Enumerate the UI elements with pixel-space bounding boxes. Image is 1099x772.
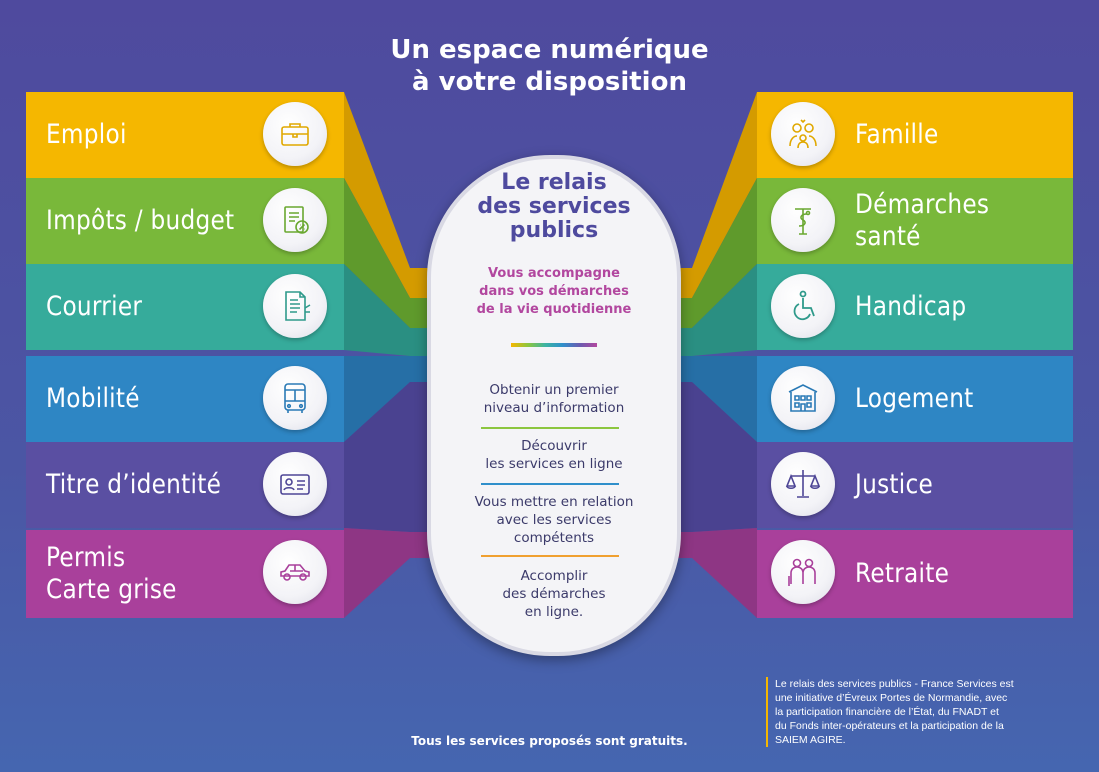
category-emploi: Emploi <box>26 92 344 178</box>
family-icon <box>771 102 835 166</box>
category-label: Démarches santé <box>855 189 990 252</box>
rainbow-divider <box>511 343 597 347</box>
category-label: Famille <box>855 119 939 150</box>
category-label: Impôts / budget <box>46 205 235 236</box>
category-mobilite: Mobilité <box>26 356 344 442</box>
service-item: Accomplir des démarches en ligne. <box>502 568 606 620</box>
category-label: Mobilité <box>46 383 140 414</box>
scales-icon <box>771 452 835 516</box>
credits-text: Le relais des services publics - France … <box>766 677 1095 747</box>
free-services-note: Tous les services proposés sont gratuits… <box>411 734 688 748</box>
wheelchair-icon <box>771 274 835 338</box>
car-icon <box>263 540 327 604</box>
category-justice: Justice <box>757 442 1073 528</box>
letter-icon <box>263 274 327 338</box>
category-handicap: Handicap <box>757 264 1073 350</box>
service-item: Vous mettre en relation avec les service… <box>474 494 634 546</box>
tax-document-icon <box>263 188 327 252</box>
category-label: Retraite <box>855 558 950 589</box>
category-label: Handicap <box>855 291 967 322</box>
elderly-couple-icon <box>771 540 835 604</box>
bus-icon <box>263 366 327 430</box>
category-label: Logement <box>855 383 974 414</box>
service-item: Obtenir un premier niveau d’information <box>483 382 625 416</box>
category-impots-budget: Impôts / budget <box>26 178 344 264</box>
category-logement: Logement <box>757 356 1073 442</box>
category-label: Justice <box>855 469 934 500</box>
building-icon <box>771 366 835 430</box>
item-divider <box>481 483 619 485</box>
item-divider <box>481 427 619 429</box>
health-caduceus-icon <box>771 188 835 252</box>
id-card-icon <box>263 452 327 516</box>
page-title: Un espace numérique à votre disposition <box>390 35 709 97</box>
category-famille: Famille <box>757 92 1073 178</box>
category-titre-identite: Titre d’identité <box>26 442 344 528</box>
category-label: Emploi <box>46 119 127 150</box>
category-retraite: Retraite <box>757 530 1073 618</box>
category-label: Courrier <box>46 291 143 322</box>
category-demarches-sante: Démarches santé <box>757 178 1073 264</box>
briefcase-icon <box>263 102 327 166</box>
category-permis-carte-grise: Permis Carte grise <box>26 530 344 618</box>
capsule-subtitle: Vous accompagne dans vos démarches de la… <box>476 266 632 317</box>
category-label: Permis Carte grise <box>46 542 177 605</box>
category-label: Titre d’identité <box>46 469 222 500</box>
item-divider <box>481 555 619 557</box>
service-item: Découvrir les services en ligne <box>485 438 623 472</box>
category-courrier: Courrier <box>26 264 344 350</box>
center-capsule: Le relais des services publics Vous acco… <box>427 155 681 656</box>
capsule-title: Le relais des services publics <box>477 170 631 243</box>
